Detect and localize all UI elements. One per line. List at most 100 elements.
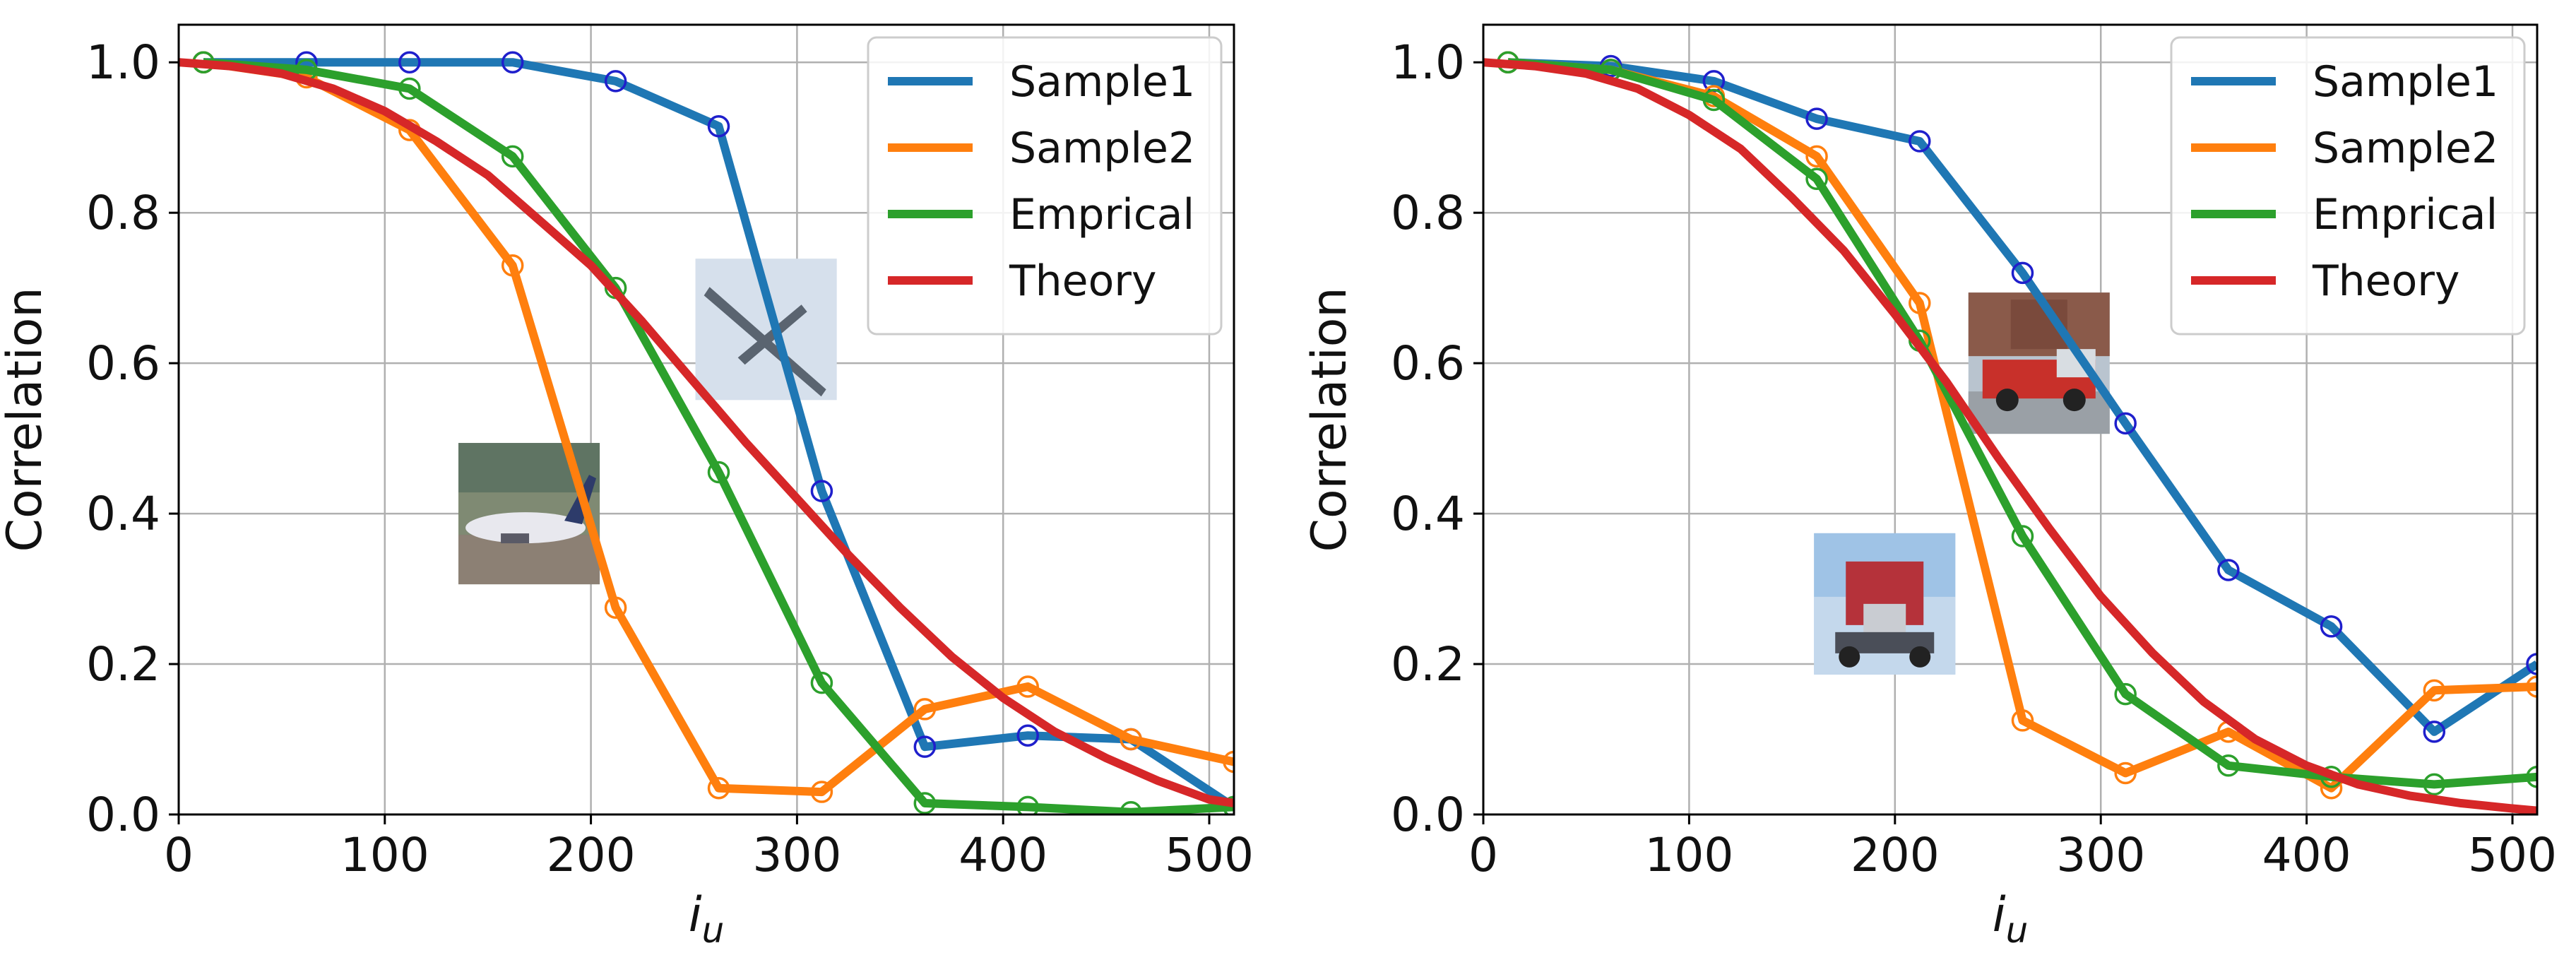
series-group xyxy=(179,51,1234,814)
right-chart-panel: 0 100 200 300 400 500 0.0 0.2 0.4 0.6 0.8 1.0 iu Corr… xyxy=(1302,23,2557,951)
data-point-sample2 xyxy=(1805,145,1828,168)
data-point-sample2 xyxy=(1909,292,1931,314)
left-chart-panel: 0 100 200 300 400 500 0.0 0.2 0.4 0.6 0.8 1.0 iu Corr… xyxy=(0,23,1254,951)
legend: Sample1 Sample2 Emprical Theory xyxy=(2170,36,2526,336)
legend-label-emprical: Emprical xyxy=(1009,190,1194,239)
y-tick-label: 0.8 xyxy=(1391,186,1465,240)
data-point-emprical xyxy=(1016,795,1039,814)
thumbnails xyxy=(458,259,837,585)
series-line-sample2 xyxy=(203,58,1234,797)
x-tick-label: 400 xyxy=(958,828,1047,882)
data-point-emprical xyxy=(1702,88,1726,112)
legend-label-sample2: Sample2 xyxy=(2313,124,2498,173)
semi-truck-thumbnail xyxy=(1814,533,1956,675)
data-point-sample2 xyxy=(810,781,833,803)
data-point-sample1 xyxy=(2320,615,2343,638)
data-point-emprical xyxy=(1805,167,1828,191)
x-tick-label: 200 xyxy=(1851,828,1940,882)
data-point-sample2 xyxy=(1016,675,1039,698)
data-point-emprical xyxy=(1223,795,1234,814)
x-axis-label-main: i xyxy=(689,887,702,943)
x-tick-label: 500 xyxy=(2468,828,2557,882)
airliner-thumbnail xyxy=(458,443,600,585)
legend-label-sample1: Sample1 xyxy=(2313,57,2498,107)
x-tick-label: 400 xyxy=(2262,828,2351,882)
x-axis: 0 100 200 300 400 500 xyxy=(164,814,1254,882)
x-tick-label: 500 xyxy=(1165,828,1254,882)
x-tick-label: 300 xyxy=(2056,828,2145,882)
x-axis-label-subscript: u xyxy=(2006,910,2029,951)
x-axis-label-main: i xyxy=(1993,887,2006,943)
legend-label-theory: Theory xyxy=(1009,256,1156,306)
x-axis-label: iu xyxy=(689,887,725,951)
legend-label-emprical: Emprical xyxy=(2313,190,2498,239)
y-tick-label: 0.4 xyxy=(1391,487,1465,541)
data-point-emprical xyxy=(2217,754,2240,777)
data-point-sample1 xyxy=(2114,412,2137,435)
data-point-sample1 xyxy=(913,735,937,758)
plot-frame xyxy=(1482,23,2539,816)
y-tick-label: 1.0 xyxy=(1391,35,1465,90)
data-point-sample1 xyxy=(707,114,730,138)
data-point-sample2 xyxy=(501,254,524,277)
data-point-sample2 xyxy=(1223,750,1234,774)
x-tick-label: 100 xyxy=(340,828,429,882)
data-point-sample1 xyxy=(2526,653,2537,675)
legend-label-sample2: Sample2 xyxy=(1009,124,1195,173)
series-line-theory xyxy=(1483,58,2537,814)
data-point-emprical xyxy=(1120,801,1142,814)
data-point-sample2 xyxy=(2011,709,2034,732)
data-point-sample1 xyxy=(398,51,421,73)
x-tick-label: 0 xyxy=(164,828,194,882)
legend-box xyxy=(2170,36,2526,336)
x-tick-label: 200 xyxy=(547,828,636,882)
legend: Sample1 Sample2 Emprical Theory xyxy=(867,36,1223,336)
legend-box xyxy=(867,36,1223,336)
data-point-emprical xyxy=(2011,525,2034,547)
y-axis-label: Correlation xyxy=(0,288,53,552)
data-point-sample1 xyxy=(810,480,833,502)
thumbnails xyxy=(1814,292,2110,675)
y-tick-label: 0.6 xyxy=(1391,336,1465,391)
y-tick-label: 0.2 xyxy=(1391,637,1465,692)
data-point-sample2 xyxy=(913,698,937,721)
x-axis-label-subscript: u xyxy=(702,910,725,951)
x-tick-label: 100 xyxy=(1644,828,1733,882)
data-point-sample1 xyxy=(1909,130,1931,153)
x-axis: 0 100 200 300 400 500 xyxy=(1468,814,2557,882)
data-point-sample2 xyxy=(2114,762,2137,785)
series-line-emprical xyxy=(203,58,1234,814)
y-tick-label: 1.0 xyxy=(86,35,160,90)
legend-label-theory: Theory xyxy=(2312,256,2459,306)
data-point-emprical xyxy=(707,461,730,484)
x-tick-label: 0 xyxy=(1468,828,1498,882)
plot-frame xyxy=(177,23,1235,816)
data-point-sample2 xyxy=(2423,679,2446,702)
series-group xyxy=(1483,51,2537,814)
data-point-emprical xyxy=(398,77,421,100)
data-point-sample1 xyxy=(2011,261,2034,285)
y-tick-label: 0.0 xyxy=(1391,788,1465,842)
data-point-emprical xyxy=(810,671,833,694)
data-point-sample1 xyxy=(501,51,524,73)
data-point-sample1 xyxy=(604,70,627,93)
y-tick-label: 0.0 xyxy=(86,788,160,842)
data-point-sample1 xyxy=(2217,559,2240,581)
data-point-sample2 xyxy=(707,776,730,800)
x-tick-label: 300 xyxy=(752,828,841,882)
y-tick-label: 0.4 xyxy=(86,487,160,541)
data-point-sample2 xyxy=(2526,675,2537,698)
data-point-sample1 xyxy=(1016,724,1039,747)
data-point-emprical xyxy=(501,145,524,168)
data-point-emprical xyxy=(913,792,937,814)
series-line-theory xyxy=(179,58,1234,807)
series-line-emprical xyxy=(1507,58,2537,789)
data-point-emprical xyxy=(2526,766,2537,788)
y-axis: 0.0 0.2 0.4 0.6 0.8 1.0 xyxy=(86,35,179,842)
data-point-sample1 xyxy=(1805,107,1828,130)
data-point-sample1 xyxy=(2423,721,2446,743)
y-axis-label: Correlation xyxy=(1302,288,1358,552)
legend-label-sample1: Sample1 xyxy=(1009,57,1195,107)
data-point-emprical xyxy=(2423,773,2446,796)
